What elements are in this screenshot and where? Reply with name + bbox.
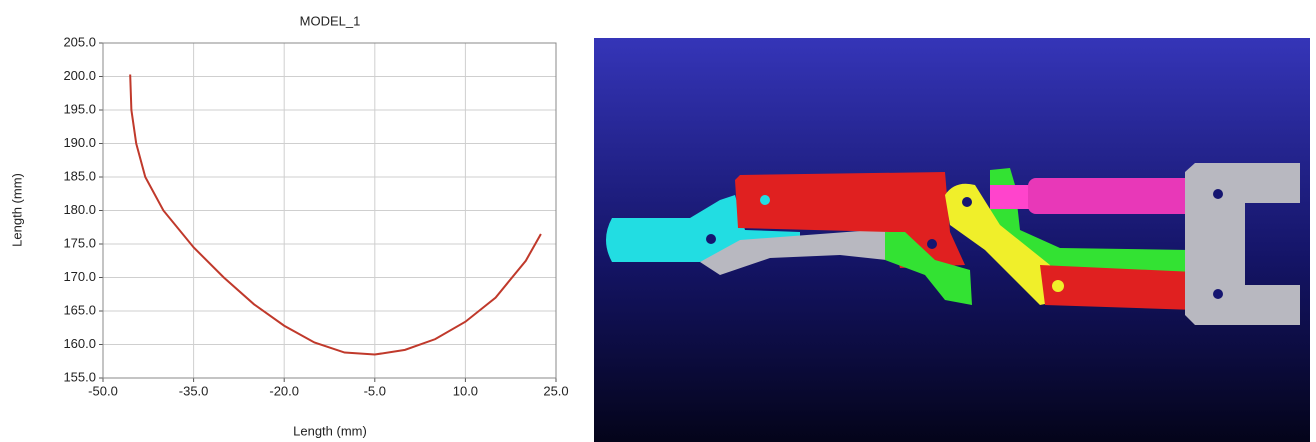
y-axis-label: Length (mm) [9,173,24,247]
x-tick-label: 10.0 [453,383,478,398]
y-tick-label: 170.0 [63,269,96,284]
x-tick-label: -20.0 [269,383,299,398]
y-tick-label: 205.0 [63,34,96,49]
data-line [130,74,541,354]
y-tick-label: 180.0 [63,202,96,217]
x-tick-label: 25.0 [543,383,568,398]
y-tick-label: 195.0 [63,101,96,116]
y-tick-label: 185.0 [63,168,96,183]
x-tick-label: -5.0 [364,383,386,398]
pin [1052,280,1064,292]
x-axis-label: Length (mm) [293,423,367,438]
pin [706,234,716,244]
x-tick-label: -35.0 [179,383,209,398]
part-pink-joint [990,185,1030,209]
y-tick-label: 160.0 [63,336,96,351]
page: MODEL_1 Length (mm) Length (mm) 155.0 160… [0,0,1316,442]
x-tick-label: -50.0 [88,383,118,398]
y-tick-label: 155.0 [63,369,96,384]
y-tick-label: 165.0 [63,302,96,317]
y-tick-label: 175.0 [63,235,96,250]
pin [962,197,972,207]
part-magenta-rod [1028,178,1198,214]
pin [760,195,770,205]
mechanism-view [594,38,1310,442]
y-tick-label: 200.0 [63,68,96,83]
screen: MODEL_1 Length (mm) Length (mm) 155.0 160… [0,0,1316,442]
y-tick-label: 190.0 [63,135,96,150]
chart-title: MODEL_1 [300,13,361,28]
pin [1213,189,1223,199]
pin [927,239,937,249]
pin [1213,289,1223,299]
